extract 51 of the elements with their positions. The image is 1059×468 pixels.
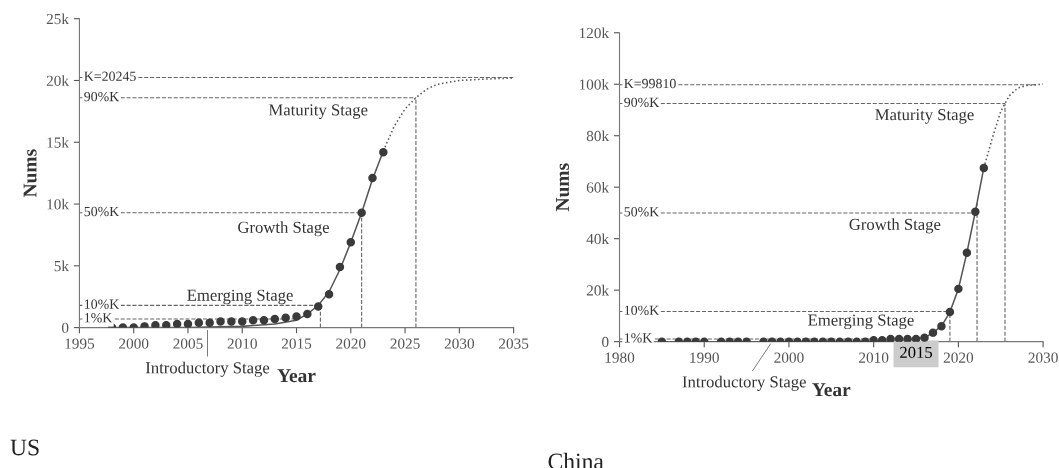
- y-tick-label: 120k: [579, 27, 610, 39]
- ref-line-label: 10%K: [624, 305, 660, 316]
- annotation: Introductory Stage: [145, 361, 270, 377]
- annotation: Introductory Stage: [682, 375, 806, 391]
- x-tick-label: 2020: [943, 352, 974, 363]
- annotation: Maturity Stage: [875, 109, 974, 124]
- y-tick-label: 0: [61, 322, 69, 334]
- x-tick-label: 2005: [173, 338, 203, 349]
- ref-line-label: 90%K: [624, 97, 660, 108]
- y-tick-label: 20k: [586, 284, 610, 296]
- x-tick-label: 2000: [119, 338, 149, 349]
- annotation: Emerging Stage: [808, 314, 914, 330]
- ref-line-label: K=99810: [624, 78, 676, 89]
- ref-line-label: 50%K: [84, 206, 120, 217]
- x-tick-label: 2010: [859, 352, 889, 363]
- x-tick-label: 1980: [605, 352, 635, 363]
- y-tick-label: 60k: [586, 181, 610, 193]
- x-tick-label: 2015: [281, 338, 312, 349]
- x-tick-label: 2030: [1028, 352, 1058, 363]
- y-tick-label: 20k: [46, 75, 70, 86]
- annotation: Growth Stage: [238, 221, 329, 237]
- ref-line-label: K=20245: [84, 71, 136, 81]
- y-tick-label: 10k: [47, 198, 70, 210]
- x-tick-label: 2010: [227, 338, 257, 349]
- y-tick-label: 15k: [47, 136, 70, 148]
- y-tick-label: 5k: [54, 260, 70, 272]
- ref-line-label: 1%K: [624, 333, 653, 343]
- ref-line-label: 90%K: [84, 91, 120, 102]
- annotation: Emerging Stage: [187, 289, 293, 305]
- y-tick-label: 80k: [586, 130, 610, 142]
- y-axis-title: Nums: [556, 163, 570, 212]
- x-axis-title: Year: [277, 369, 316, 383]
- ref-line-label: 10%K: [84, 299, 120, 309]
- annotation: Growth Stage: [849, 218, 941, 234]
- x-tick-label: 2000: [774, 352, 804, 363]
- x-tick-label: 2035: [499, 338, 529, 349]
- y-tick-label: 0: [602, 336, 609, 348]
- x-tick-label: 2025: [390, 338, 420, 349]
- y-tick-label: 100k: [579, 78, 610, 90]
- text: US: [10, 439, 39, 456]
- x-tick-label: 2030: [444, 338, 475, 349]
- x-tick-label: 2020: [336, 338, 366, 349]
- ref-line-label: 50%K: [624, 207, 660, 217]
- y-tick-label: 25k: [46, 13, 70, 25]
- y-axis-title: Nums: [23, 149, 37, 198]
- annotation: Maturity Stage: [268, 104, 368, 119]
- x-tick-label: 1990: [690, 352, 719, 363]
- y-tick-label: 40k: [586, 233, 610, 245]
- x-axis-title: Year: [812, 383, 851, 397]
- ref-line-label: 1%K: [84, 313, 113, 323]
- x-tick-label: 1995: [65, 338, 95, 349]
